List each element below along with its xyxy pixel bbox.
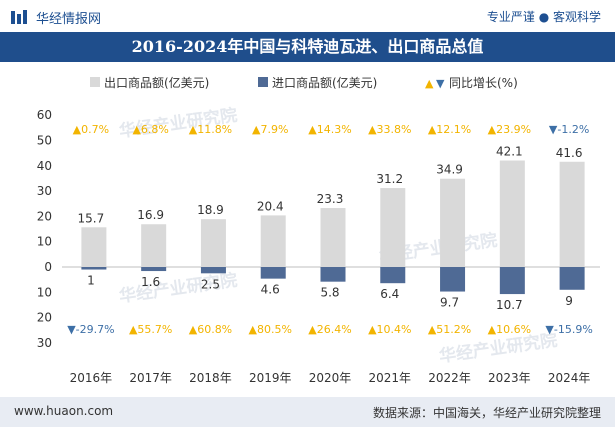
import-bar: [440, 267, 466, 292]
y-tick-label: 60: [37, 108, 52, 122]
import-value-label: 1.6: [141, 275, 160, 289]
legend-import-label: 进口商品额(亿美元): [272, 75, 377, 90]
export-bar: [440, 178, 466, 267]
export-growth-label: ▲7.9%: [252, 123, 288, 136]
y-tick-label: 0: [44, 260, 52, 274]
y-tick-label: 40: [37, 159, 52, 173]
export-value-label: 15.7: [78, 211, 105, 225]
export-bar: [260, 215, 286, 267]
import-growth-label: ▲55.7%: [129, 323, 172, 336]
y-tick-label: 10: [37, 285, 52, 299]
export-value-label: 34.9: [436, 163, 463, 177]
legend-growth-label: 同比增长(%): [449, 76, 518, 90]
x-category-label: 2024年: [548, 371, 591, 385]
import-growth-label: ▼-15.9%: [545, 323, 592, 336]
export-bar: [559, 161, 585, 267]
import-bar: [320, 267, 346, 282]
top-bar: 华经情报网 专业严谨 ● 客观科学: [0, 0, 615, 32]
huajing-logo-icon: [11, 10, 27, 24]
tagline: 专业严谨 ● 客观科学: [486, 10, 601, 24]
export-bar: [141, 224, 167, 267]
legend-growth-down-icon: ▼: [436, 77, 445, 90]
x-category-label: 2022年: [428, 371, 471, 385]
legend-export-swatch: [90, 77, 100, 87]
y-tick-label: 30: [37, 336, 52, 350]
legend-export-label: 出口商品额(亿美元): [104, 75, 209, 90]
export-growth-label: ▲0.7%: [73, 123, 109, 136]
export-growth-label: ▲33.8%: [368, 123, 411, 136]
export-growth-label: ▲11.8%: [189, 123, 232, 136]
import-growth-label: ▲80.5%: [249, 323, 292, 336]
import-value-label: 9.7: [440, 296, 459, 310]
export-growth-label: ▲23.9%: [488, 123, 531, 136]
x-category-label: 2017年: [129, 371, 172, 385]
import-value-label: 1: [87, 274, 95, 288]
x-category-label: 2019年: [249, 371, 292, 385]
export-bar: [320, 208, 346, 267]
import-bar: [200, 267, 226, 274]
import-bar: [81, 267, 107, 270]
import-growth-label: ▲51.2%: [428, 323, 471, 336]
import-growth-label: ▲10.6%: [488, 323, 531, 336]
y-tick-label: 20: [37, 209, 52, 223]
import-bar: [260, 267, 286, 279]
export-growth-label: ▲6.8%: [132, 123, 168, 136]
import-growth-label: ▲60.8%: [189, 323, 232, 336]
export-value-label: 16.9: [137, 208, 164, 222]
import-value-label: 4.6: [261, 283, 280, 297]
export-bar: [380, 188, 406, 267]
export-bar: [499, 160, 525, 267]
x-category-label: 2023年: [488, 371, 531, 385]
y-tick-label: 50: [37, 134, 52, 148]
x-category-label: 2018年: [189, 371, 232, 385]
data-source: 数据来源：中国海关，华经产业研究院整理: [372, 406, 601, 420]
watermark-text: 华经产业研究院: [118, 270, 239, 307]
footer: www.huaon.com 数据来源：中国海关，华经产业研究院整理: [0, 397, 615, 427]
legend-growth-up-icon: ▲: [425, 77, 434, 90]
import-growth-label: ▲10.4%: [368, 323, 411, 336]
x-category-label: 2020年: [309, 371, 352, 385]
chart-title: 2016-2024年中国与科特迪瓦进、出口商品总值: [0, 32, 615, 62]
y-tick-label: 20: [37, 311, 52, 325]
export-value-label: 31.2: [376, 172, 403, 186]
website-link[interactable]: www.huaon.com: [14, 404, 114, 418]
export-value-label: 18.9: [197, 203, 224, 217]
export-value-label: 23.3: [317, 192, 344, 206]
site-name: 华经情报网: [36, 12, 102, 27]
import-value-label: 2.5: [201, 277, 220, 291]
export-value-label: 41.6: [556, 146, 583, 160]
import-growth-label: ▼-29.7%: [67, 323, 114, 336]
import-bar: [499, 267, 525, 295]
export-value-label: 20.4: [257, 199, 284, 213]
import-bar: [380, 267, 406, 284]
export-bar: [81, 227, 107, 267]
import-bar: [559, 267, 585, 290]
legend-import-swatch: [258, 77, 268, 87]
import-value-label: 9: [565, 294, 573, 308]
export-bar: [200, 219, 226, 267]
import-value-label: 5.8: [320, 286, 339, 300]
import-value-label: 6.4: [380, 287, 399, 301]
export-growth-label: ▲14.3%: [308, 123, 351, 136]
export-growth-label: ▼-1.2%: [549, 123, 589, 136]
export-value-label: 42.1: [496, 144, 523, 158]
import-growth-label: ▲26.4%: [308, 323, 351, 336]
y-tick-label: 30: [37, 184, 52, 198]
y-tick-label: 10: [37, 235, 52, 249]
import-bar: [141, 267, 167, 272]
import-value-label: 10.7: [496, 298, 523, 312]
x-category-label: 2021年: [369, 371, 412, 385]
export-growth-label: ▲12.1%: [428, 123, 471, 136]
x-category-label: 2016年: [70, 371, 113, 385]
